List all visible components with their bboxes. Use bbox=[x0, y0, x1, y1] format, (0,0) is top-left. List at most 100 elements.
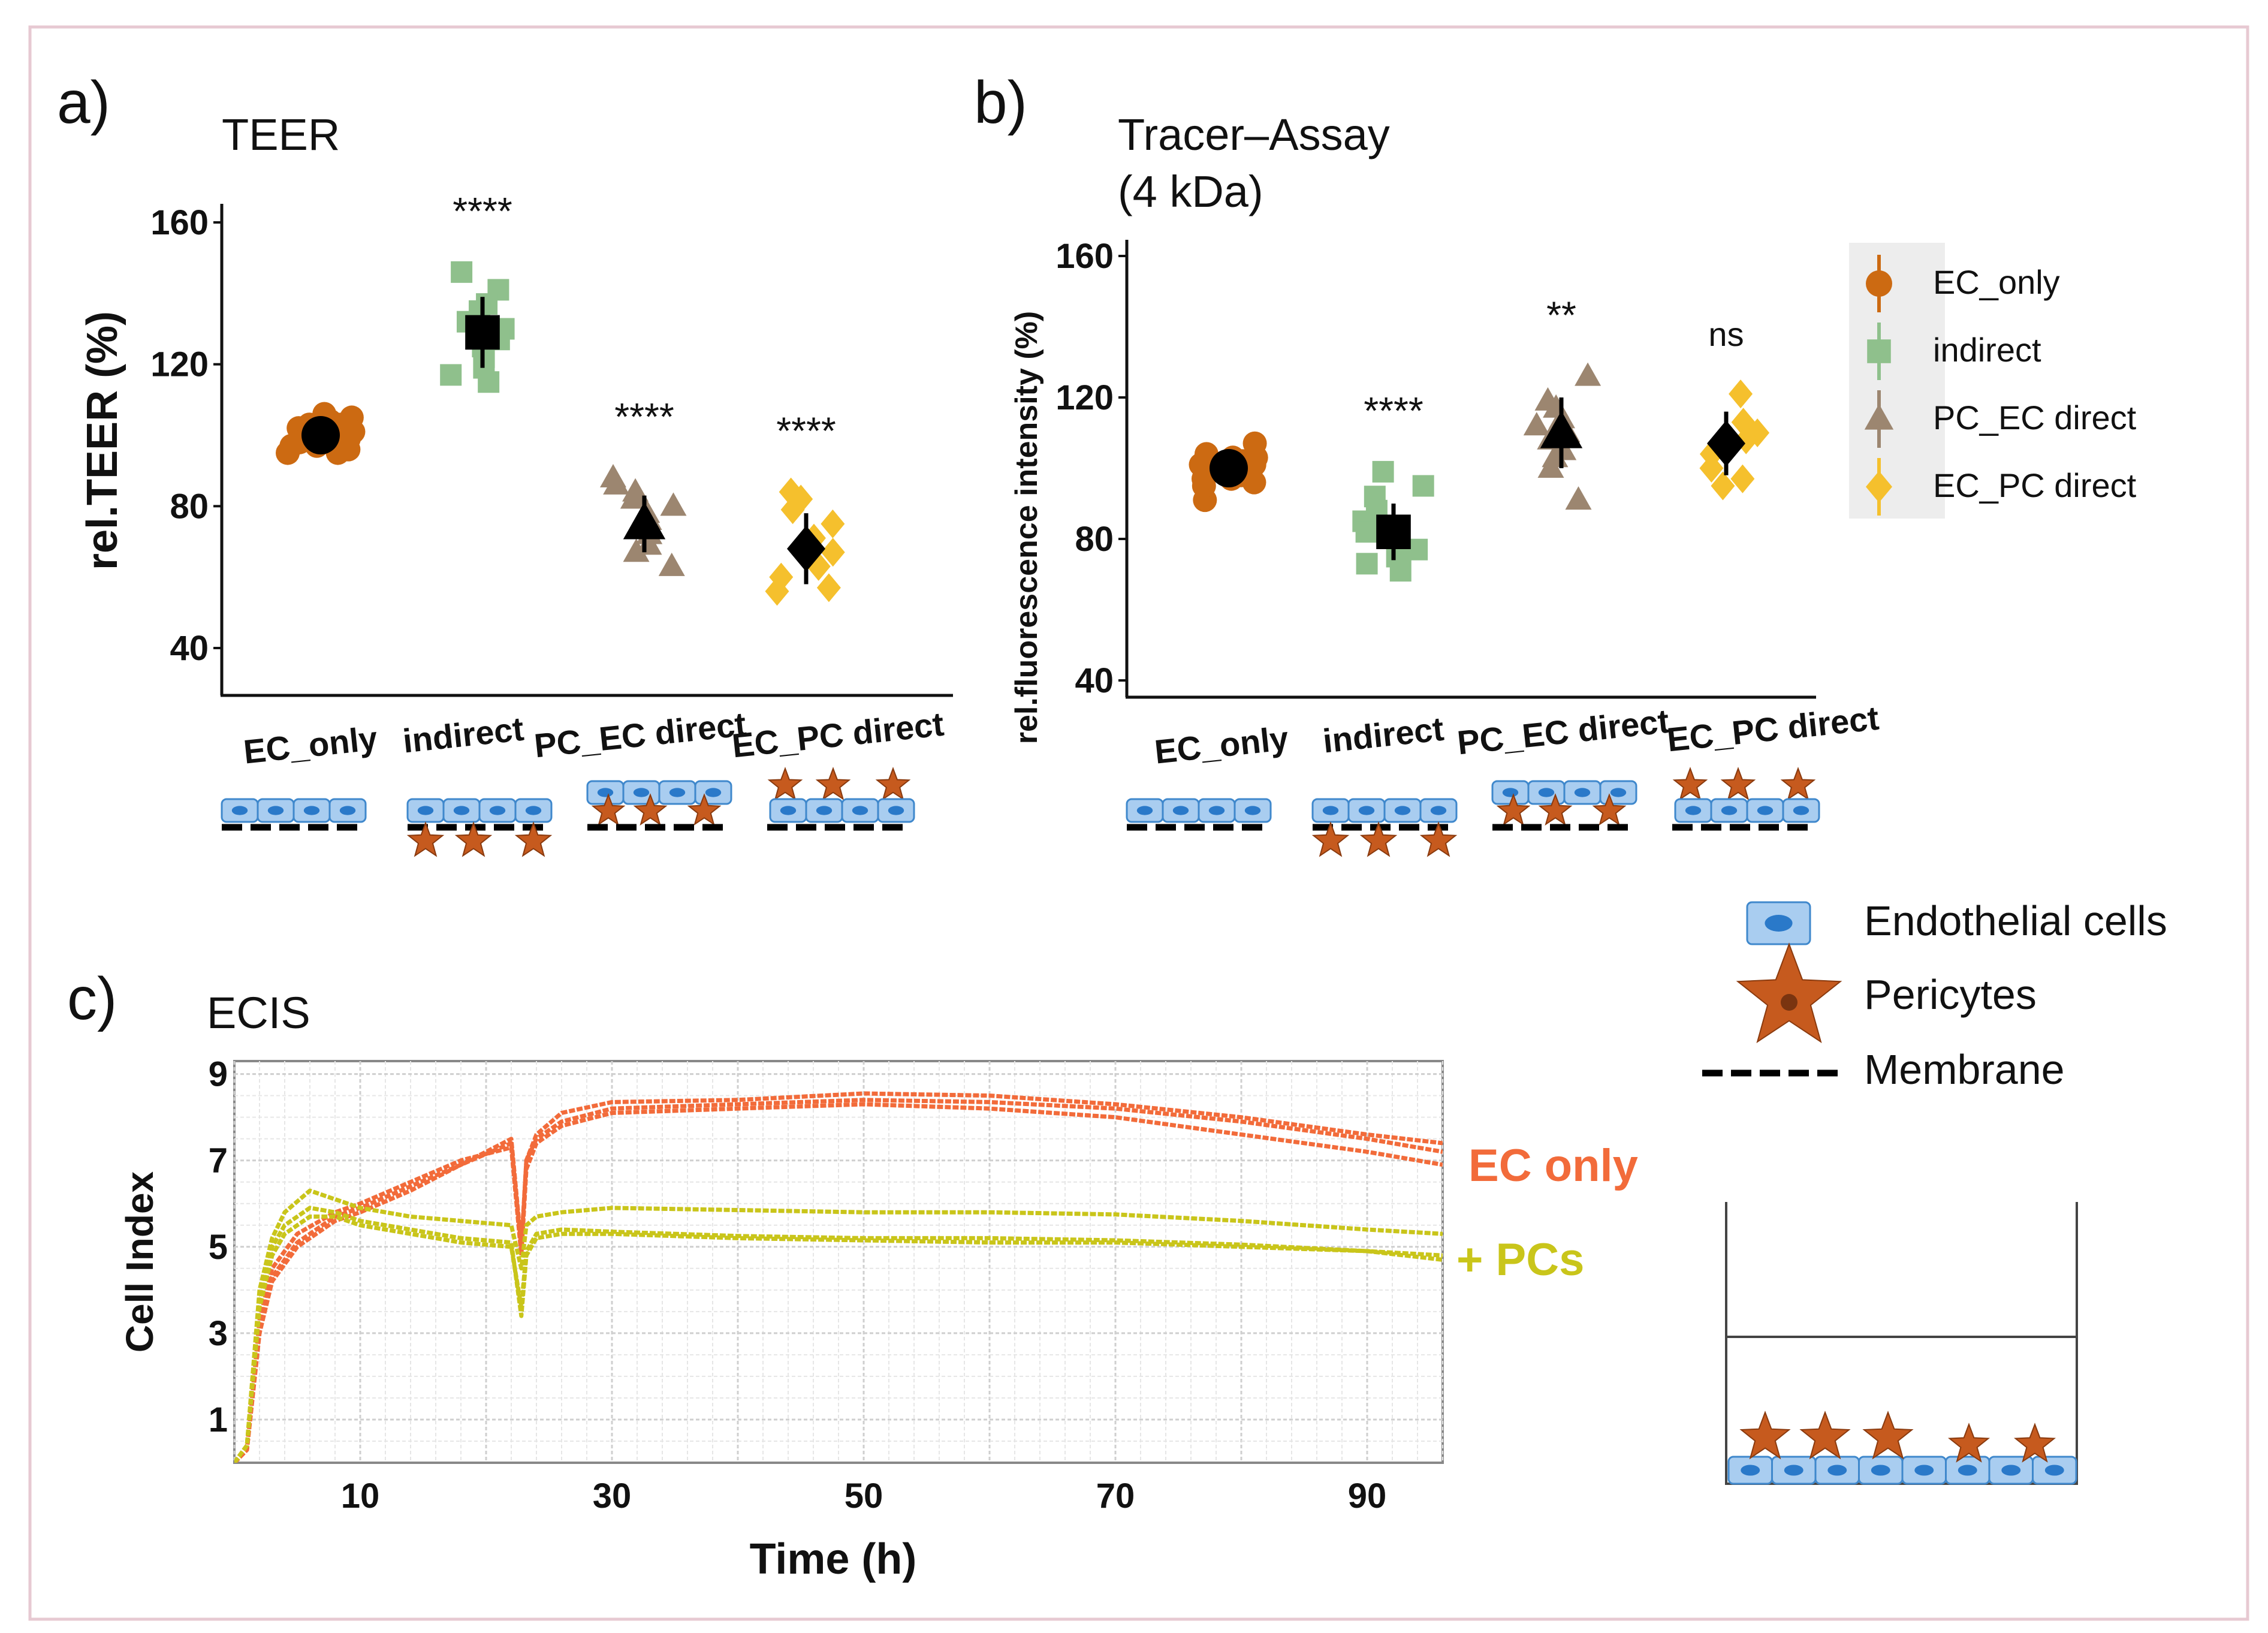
x-tick-label: 70 bbox=[1096, 1477, 1135, 1516]
ecis-series-line bbox=[234, 1091, 1443, 1463]
nucleus bbox=[339, 806, 356, 815]
group-legend: EC_only indirect PC_EC direct EC_PC dire… bbox=[1849, 243, 2137, 519]
pericyte-nucleus bbox=[1781, 994, 1797, 1011]
data-point-pc-ec-direct bbox=[1565, 486, 1592, 510]
data-point-pc-ec-direct bbox=[1537, 454, 1564, 478]
nucleus bbox=[525, 806, 542, 815]
data-point-ec-pc-direct bbox=[765, 577, 789, 606]
pericyte bbox=[514, 821, 553, 857]
data-point-ec-only bbox=[1191, 466, 1216, 491]
x-tick-label: 30 bbox=[593, 1477, 632, 1516]
data-point-indirect bbox=[1356, 553, 1378, 575]
nucleus bbox=[1394, 806, 1411, 815]
legend-label-pc-ec-direct: PC_EC direct bbox=[1933, 399, 2137, 436]
pericyte bbox=[1720, 767, 1756, 801]
y-tick-label: 80 bbox=[1075, 520, 1114, 559]
data-point-ec-pc-direct bbox=[1711, 471, 1735, 501]
data-point-indirect bbox=[1372, 460, 1394, 483]
nucleus bbox=[1721, 806, 1738, 815]
y-tick-label: 40 bbox=[170, 629, 209, 668]
nucleus bbox=[1430, 806, 1447, 815]
ecis-series-line bbox=[234, 1206, 1443, 1463]
nucleus bbox=[597, 788, 614, 797]
significance-label: **** bbox=[1364, 389, 1423, 432]
cell-legend-pericytes: Pericytes bbox=[1864, 971, 2037, 1018]
pericyte bbox=[815, 767, 851, 801]
significance-label: ns bbox=[1708, 315, 1744, 353]
y-tick-label: 1 bbox=[209, 1400, 228, 1439]
data-point-ec-pc-direct bbox=[816, 573, 841, 602]
data-point-pc-ec-direct bbox=[658, 552, 685, 576]
nucleus bbox=[669, 788, 686, 797]
nucleus bbox=[489, 806, 506, 815]
mean-marker bbox=[465, 315, 500, 350]
nucleus bbox=[303, 806, 320, 815]
ec-only-annotation: EC only bbox=[1468, 1140, 1638, 1191]
panel-b-significance: ****** ns bbox=[1364, 294, 1744, 432]
pericyte bbox=[591, 793, 626, 826]
nucleus bbox=[780, 806, 797, 815]
pericyte bbox=[406, 821, 445, 857]
panel-b-yticks: 40 80 120 160 bbox=[1055, 237, 1127, 700]
panel-a-yticks: 40 80 120 160 bbox=[150, 203, 222, 668]
pericyte bbox=[1947, 1423, 1990, 1463]
panel-a-title: TEER bbox=[222, 110, 340, 159]
data-point-indirect bbox=[1389, 560, 1412, 582]
figure-border bbox=[28, 25, 2249, 1621]
group-legend-keys bbox=[1864, 255, 1894, 516]
panel-b-ylabel: rel.fluorescence intensity (%) bbox=[1009, 311, 1044, 744]
pericyte bbox=[633, 793, 668, 826]
pericyte bbox=[1496, 793, 1531, 826]
y-tick-label: 120 bbox=[150, 345, 209, 384]
nucleus bbox=[1827, 1465, 1847, 1476]
nucleus bbox=[888, 806, 904, 815]
ecis-well-schematic bbox=[1725, 1202, 2078, 1485]
data-point-pc-ec-direct bbox=[620, 485, 647, 509]
legend-key-triangle bbox=[1864, 403, 1894, 430]
x-tick-label: 10 bbox=[341, 1477, 380, 1516]
cell-legend-endothelial: Endothelial cells bbox=[1864, 897, 2167, 944]
panel-c-lines bbox=[234, 1091, 1443, 1463]
panel-a-ylabel: rel.TEER (%) bbox=[79, 311, 126, 570]
y-tick-label: 80 bbox=[170, 487, 209, 526]
panel-b-title-line1: Tracer–Assay bbox=[1118, 110, 1390, 159]
nucleus bbox=[1136, 806, 1153, 815]
panel-a-significance: **** **** **** bbox=[453, 189, 836, 453]
mean-marker bbox=[1540, 411, 1583, 448]
legend-label-indirect: indirect bbox=[1933, 331, 2041, 369]
ecis-series-line bbox=[234, 1188, 1443, 1463]
legend-label-ec-only: EC_only bbox=[1933, 263, 2060, 301]
pericyte bbox=[454, 821, 493, 857]
pcs-annotation: + PCs bbox=[1456, 1234, 1584, 1285]
nucleus bbox=[1538, 788, 1555, 797]
pericyte bbox=[875, 767, 911, 801]
pericyte bbox=[1672, 767, 1708, 801]
data-point-pc-ec-direct bbox=[623, 538, 650, 562]
legend-key-square bbox=[1867, 339, 1891, 363]
data-point-pc-ec-direct bbox=[1575, 362, 1602, 386]
nucleus bbox=[1958, 1465, 1977, 1476]
pericyte bbox=[1799, 1411, 1851, 1460]
nucleus bbox=[1172, 806, 1189, 815]
y-tick-label: 7 bbox=[209, 1141, 228, 1180]
panel-a-means bbox=[301, 297, 825, 584]
significance-label: **** bbox=[776, 409, 836, 453]
nucleus bbox=[453, 806, 470, 815]
nucleus bbox=[852, 806, 868, 815]
panel-b-means bbox=[1210, 397, 1745, 561]
data-point-pc-ec-direct bbox=[603, 471, 630, 495]
data-point-indirect bbox=[1412, 475, 1434, 497]
nucleus bbox=[267, 806, 284, 815]
y-tick-label: 3 bbox=[209, 1314, 228, 1353]
significance-label: ** bbox=[1546, 294, 1576, 337]
well-outline bbox=[1725, 1202, 2078, 1485]
panel-c-yticks: 1 3 5 7 9 bbox=[209, 1055, 228, 1439]
cell-legend-membrane: Membrane bbox=[1864, 1046, 2065, 1093]
data-point-ec-pc-direct bbox=[1729, 379, 1753, 409]
panel-b-axes bbox=[1125, 240, 1816, 699]
pericyte bbox=[1780, 767, 1816, 801]
pericyte bbox=[1736, 942, 1842, 1044]
nucleus bbox=[1244, 806, 1261, 815]
